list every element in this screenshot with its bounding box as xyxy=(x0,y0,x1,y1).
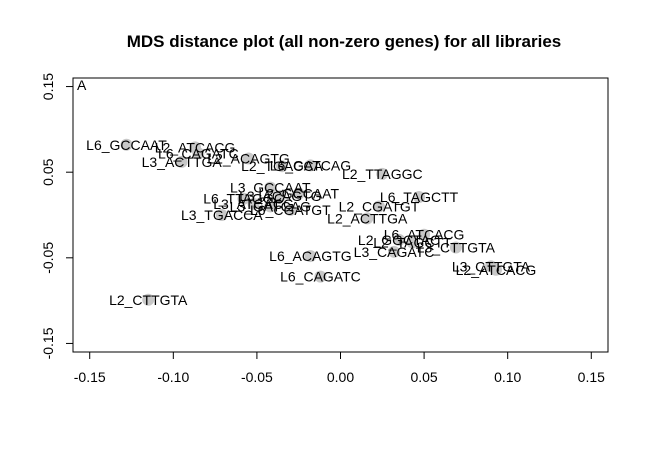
data-point xyxy=(275,160,288,173)
y-tick-label: 0.05 xyxy=(40,158,56,185)
x-tick-label: -0.05 xyxy=(241,369,273,385)
data-point xyxy=(120,138,133,151)
point-label: L3_CTTGTA xyxy=(452,258,531,274)
point-label: L3_TGACCA xyxy=(181,207,263,223)
data-point xyxy=(304,159,317,172)
point-label: L2_TGACCA xyxy=(241,158,323,174)
point-label: L2_TAGCTT xyxy=(373,234,452,250)
point-label: L2_ATCACG xyxy=(155,139,236,155)
x-tick-label: -0.10 xyxy=(157,369,189,385)
x-tick-label: 0.10 xyxy=(494,369,521,385)
data-point xyxy=(237,192,250,205)
point-label: L6_CAGATC xyxy=(280,269,361,285)
point-label: L3_ACTTGA xyxy=(142,154,223,170)
x-tick-label: -0.15 xyxy=(74,369,106,385)
data-point xyxy=(489,263,502,276)
point-label: L2_CTTGTA xyxy=(109,292,188,308)
data-point xyxy=(242,152,255,165)
point-label: L3_GATCAG xyxy=(230,198,311,214)
point-label: L2_TTAGGC xyxy=(342,166,423,182)
point-label: L6_CAGATC xyxy=(158,145,239,161)
data-point xyxy=(215,209,228,221)
x-tick-label: 0.15 xyxy=(578,369,605,385)
x-tick-label: 0.00 xyxy=(327,369,354,385)
data-point xyxy=(361,212,374,225)
chart-title: MDS distance plot (all non-zero genes) f… xyxy=(127,32,562,51)
point-label: L3_CTTGTA xyxy=(417,240,496,256)
axes: -0.15 -0.10 -0.05 0.00 0.05 0.10 0.15 -0.15 -0.0… xyxy=(40,73,609,385)
point-label: L3_ATCACG xyxy=(213,196,294,212)
point-label: L2_GGCTAC xyxy=(358,232,440,248)
data-point xyxy=(449,241,462,254)
point-label: L3_GCCAAT xyxy=(230,180,311,196)
point-label: L3_ACAGTG xyxy=(239,188,321,204)
y-tick-label: -0.15 xyxy=(40,327,56,359)
data-point xyxy=(175,155,188,168)
y-tick-label: 0.15 xyxy=(40,73,56,100)
point-label: L2_GCCAAT xyxy=(258,186,339,202)
data-point xyxy=(418,228,431,241)
data-point xyxy=(413,191,426,204)
point-label: L2_ATCACG xyxy=(456,262,537,278)
data-point xyxy=(264,200,277,213)
point-label: L2_ACAGTG xyxy=(207,150,289,166)
y-tick-label: -0.05 xyxy=(40,242,56,274)
data-point xyxy=(264,181,277,194)
point-label: L6_CGATGT xyxy=(250,202,331,218)
data-point xyxy=(393,233,406,246)
data-point xyxy=(274,190,287,203)
data-point xyxy=(142,293,155,306)
x-tick-label: 0.05 xyxy=(410,369,437,385)
point-label: L6_ATCACG xyxy=(384,227,465,243)
point-label: L6_GATCAG xyxy=(270,157,351,173)
data-point xyxy=(292,187,305,200)
point-label: L6_TTAGGC xyxy=(203,191,284,207)
data-point xyxy=(314,270,327,283)
data-point xyxy=(247,197,260,210)
point-label: L6_TAGCTT xyxy=(380,189,459,205)
points-layer xyxy=(120,138,502,306)
data-point xyxy=(284,203,297,216)
point-label: L6_ACAGTG xyxy=(269,248,351,264)
data-point xyxy=(372,200,385,213)
point-label: L2_CGATGT xyxy=(339,198,420,214)
corner-label: A xyxy=(77,77,87,93)
data-point xyxy=(192,147,205,160)
labels-layer: L6_GCCAATL2_ATCACGL3_ACTTGAL6_CAGATCL2_A… xyxy=(86,137,536,308)
point-label: L6_GCCAAT xyxy=(86,137,167,153)
data-point xyxy=(388,245,400,258)
point-label: L2_ACTTGA xyxy=(327,210,408,226)
point-label: L3_CAGATC xyxy=(354,244,435,260)
data-point xyxy=(406,236,419,249)
data-point xyxy=(376,167,389,180)
data-point xyxy=(304,250,317,263)
